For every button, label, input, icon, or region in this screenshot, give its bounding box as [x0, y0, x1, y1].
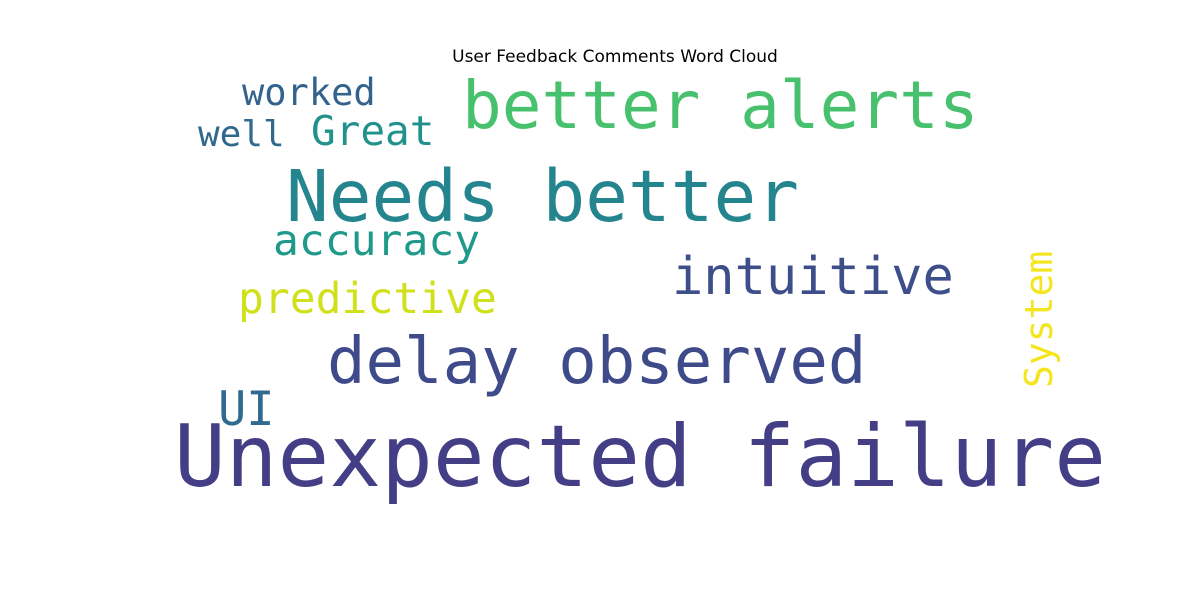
word-cloud-word: well — [198, 114, 285, 155]
word-cloud-word: UI — [218, 382, 275, 437]
word-cloud-word: System — [1017, 250, 1061, 388]
chart-title: User Feedback Comments Word Cloud — [452, 47, 778, 67]
word-cloud-word: better alerts — [462, 67, 979, 144]
word-cloud-word: Needs better — [286, 155, 799, 238]
word-cloud-word: intuitive — [672, 247, 954, 307]
word-cloud-word: predictive — [238, 274, 497, 324]
word-cloud-word: Unexpected failure — [174, 407, 1106, 507]
word-cloud-word: accuracy — [273, 216, 481, 266]
word-cloud-word: worked — [242, 71, 376, 114]
word-cloud-word: Great — [311, 107, 435, 155]
word-cloud-word: delay observed — [327, 325, 867, 399]
